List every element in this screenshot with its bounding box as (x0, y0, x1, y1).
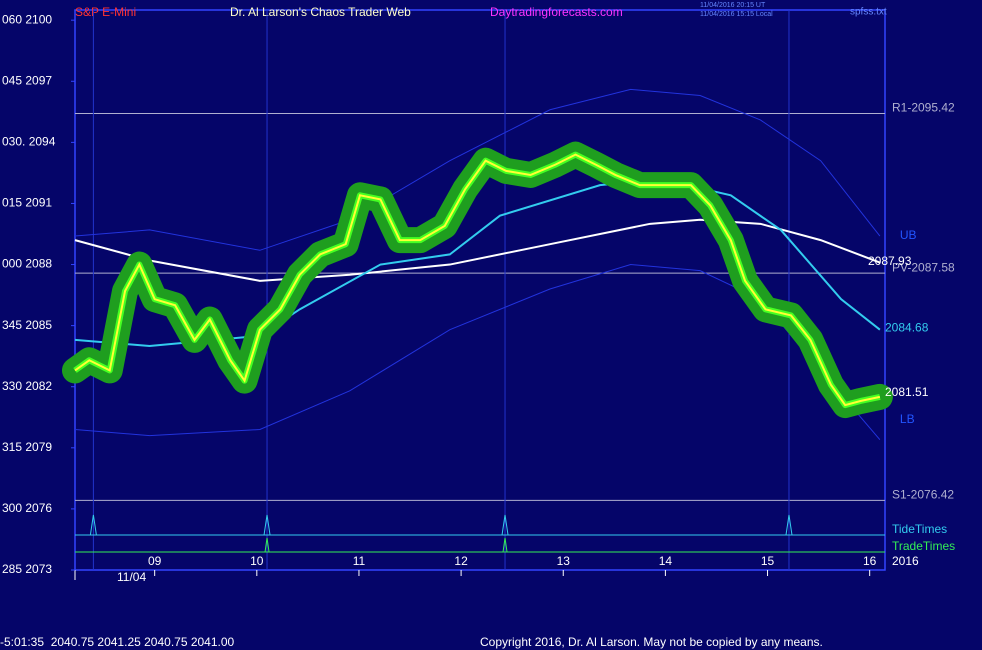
x-tick-label: 13 (557, 554, 571, 568)
tide-spike (785, 514, 793, 536)
timestamp: 11/04/2016 15:15 Local (700, 11, 773, 18)
y-tick-label: 300 2076 (2, 501, 52, 515)
tide-spike (89, 514, 97, 536)
tide-label: TideTimes (892, 522, 947, 536)
year-label: 2016 (892, 554, 919, 568)
x-tick-label: 16 (863, 554, 877, 568)
trade-label: TradeTimes (892, 539, 955, 553)
level-label: R1-2095.42 (892, 101, 955, 115)
end-label: 2081.51 (885, 385, 929, 399)
x-tick-label: 10 (250, 554, 264, 568)
status-line: -5:01:35 2040.75 2041.25 2040.75 2041.00 (0, 635, 235, 649)
level-label: PV-2087.58 (892, 260, 955, 274)
y-tick-label: 045 2097 (2, 73, 52, 87)
y-tick-label: 060 2100 (2, 12, 52, 26)
end-label: 2084.68 (885, 320, 929, 334)
end-label: 2087.93 (868, 254, 912, 268)
timestamp: 11/04/2016 20:15 UT (700, 2, 766, 9)
copyright: Copyright 2016, Dr. Al Larson. May not b… (480, 635, 823, 649)
band-label: LB (900, 412, 915, 426)
x-tick-label: 14 (659, 554, 673, 568)
trade-spike (502, 537, 508, 553)
plot-frame (74, 9, 886, 571)
y-tick-label: 285 2073 (2, 562, 52, 576)
x-tick-label: 15 (761, 554, 775, 568)
x-tick-label: 09 (148, 554, 162, 568)
tide-spike (263, 514, 271, 536)
y-tick-label: 345 2085 (2, 318, 52, 332)
chart-title: Dr. Al Larson's Chaos Trader Web (230, 5, 411, 19)
y-tick-label: 000 2088 (2, 257, 52, 271)
website: Daytradingforecasts.com (490, 5, 623, 19)
date-label: 11/04 (117, 570, 146, 584)
x-tick-label: 12 (454, 554, 468, 568)
series-line (74, 153, 881, 407)
level-label: S1-2076.42 (892, 488, 954, 502)
y-tick-label: 330 2082 (2, 379, 52, 393)
series-line (74, 88, 881, 251)
y-tick-label: 030. 2094 (2, 135, 56, 149)
tide-spike (501, 514, 509, 536)
band-label: UB (900, 228, 917, 242)
file-name: spfss.txt (850, 7, 887, 18)
y-tick-label: 315 2079 (2, 440, 52, 454)
symbol: S&P E-Mini (75, 5, 136, 19)
trade-spike (264, 537, 270, 553)
x-tick-label: 11 (353, 554, 366, 568)
y-tick-label: 015 2091 (2, 196, 52, 210)
